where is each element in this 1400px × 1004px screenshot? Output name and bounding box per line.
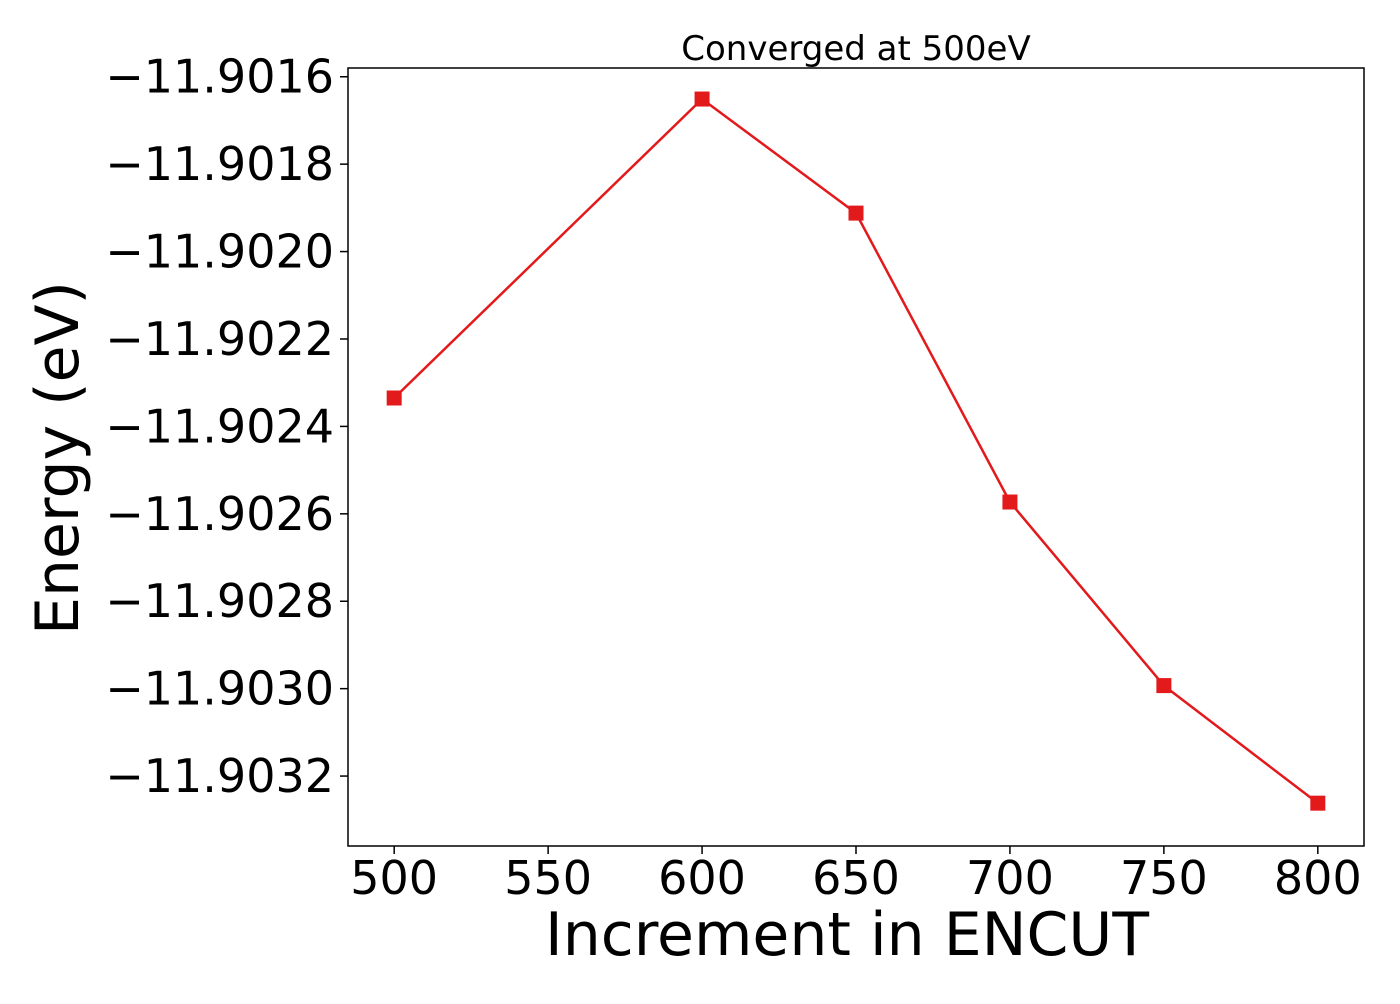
y-tick-label: −11.9016 <box>105 50 334 104</box>
x-tick-label: 800 <box>1274 851 1362 905</box>
y-axis-ticks: −11.9016 −11.9018 −11.9020 −11.9022 −11.9024… <box>105 50 348 803</box>
data-point-marker <box>848 205 864 221</box>
data-point-marker <box>694 91 710 107</box>
y-tick-label: −11.9028 <box>105 574 334 628</box>
y-tick-label: −11.9026 <box>105 487 334 541</box>
plot-area-frame <box>347 67 1365 847</box>
y-tick-label: −11.9018 <box>105 137 334 191</box>
data-point-marker <box>386 390 402 406</box>
x-tick-label: 500 <box>350 851 438 905</box>
y-tick-label: −11.9024 <box>105 399 334 453</box>
x-tick-label: 600 <box>658 851 746 905</box>
chart-title: Converged at 500eV <box>681 29 1030 69</box>
series-layer <box>386 91 1326 811</box>
x-tick-label: 750 <box>1120 851 1208 905</box>
y-tick-label: −11.9022 <box>105 312 334 366</box>
y-tick-label: −11.9020 <box>105 225 334 279</box>
y-axis-title: Energy (eV) <box>23 281 93 635</box>
x-axis-title: Increment in ENCUT <box>545 900 1149 970</box>
x-tick-label: 700 <box>966 851 1054 905</box>
data-point-marker <box>1156 678 1172 694</box>
y-tick-label: −11.9030 <box>105 662 334 716</box>
x-tick-label: 650 <box>812 851 900 905</box>
x-tick-label: 550 <box>504 851 592 905</box>
series-line <box>393 97 1319 805</box>
y-tick-label: −11.9032 <box>105 749 334 803</box>
data-point-marker <box>1002 494 1018 510</box>
x-axis-ticks: 500 550 600 650 700 750 800 <box>350 846 1362 905</box>
data-point-marker <box>1310 795 1326 811</box>
